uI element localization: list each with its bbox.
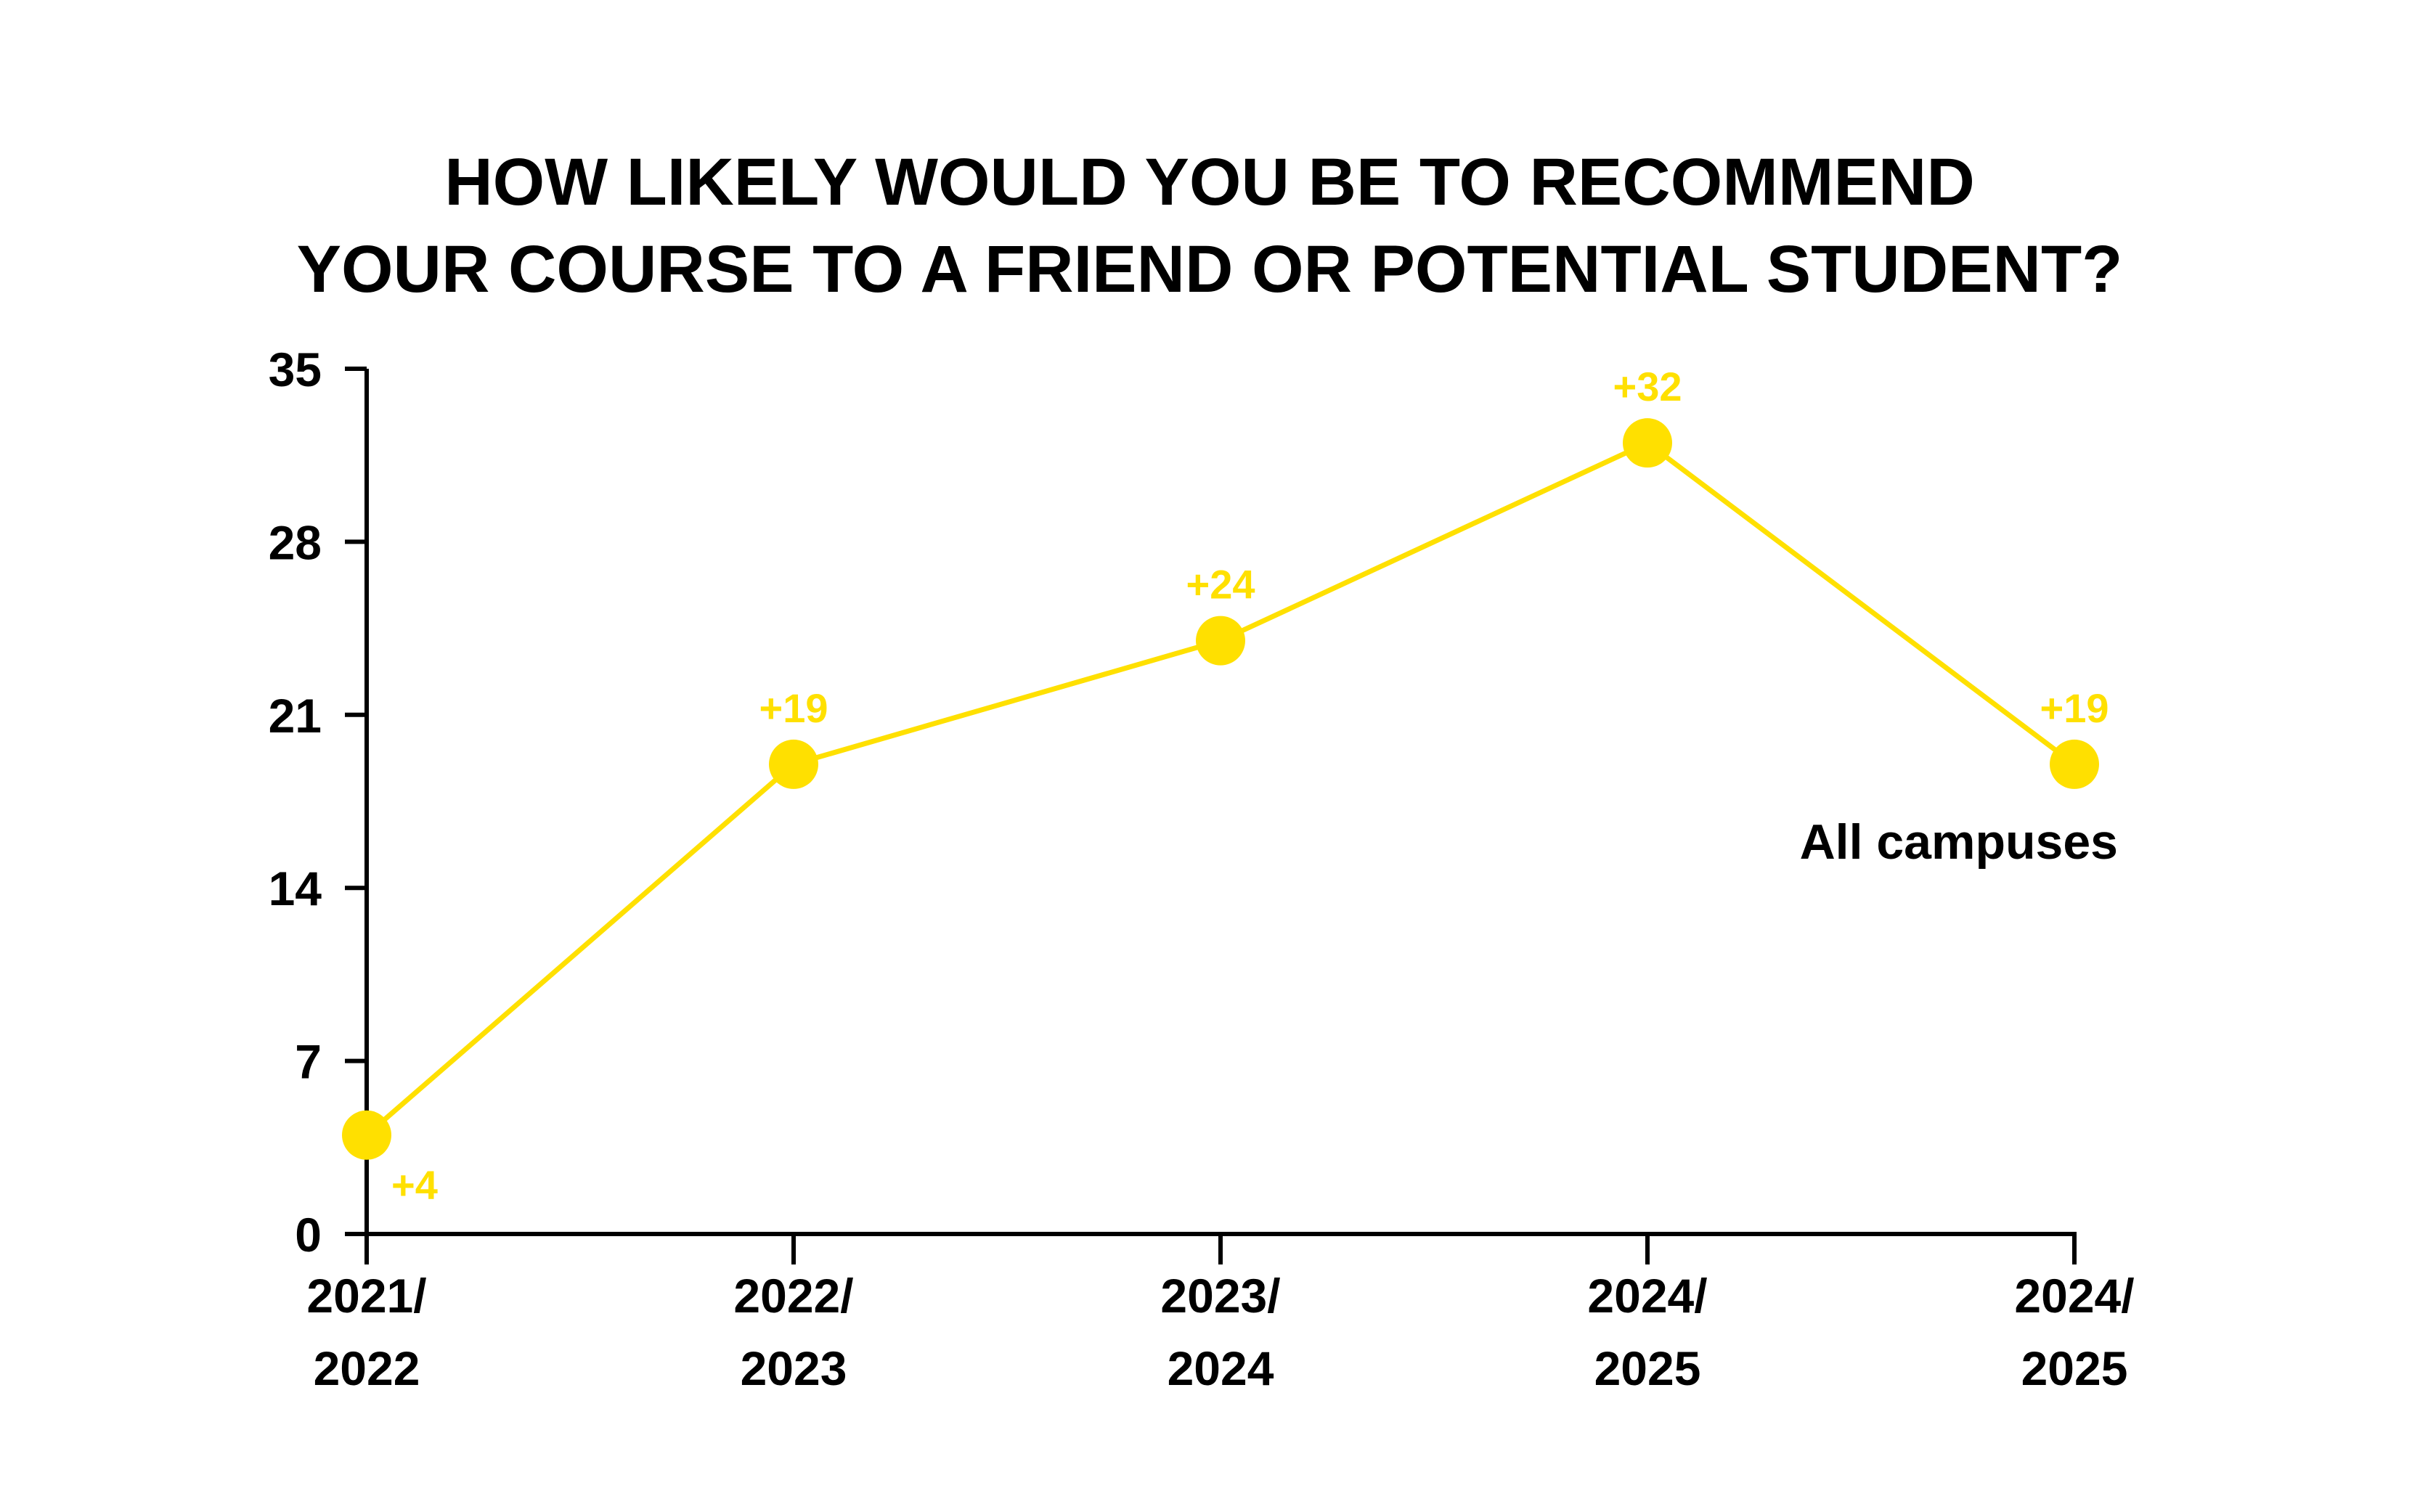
data-point (1196, 616, 1245, 666)
data-label: +32 (1613, 364, 1682, 409)
chart-title-line-2: YOUR COURSE TO A FRIEND OR POTENTIAL STU… (297, 232, 2123, 306)
y-axis-ticks: 0 7 14 21 28 35 (269, 343, 367, 1262)
x-axis-ticks: 2021/2022 2022/2023 2023/2024 2024/2025 2024… (306, 1234, 2135, 1395)
x-tick-label: 2022/ (733, 1269, 853, 1323)
x-tick-label: 2021/ (306, 1269, 426, 1323)
x-tick-label: 2023 (741, 1341, 847, 1395)
y-tick-label: 28 (269, 515, 322, 569)
y-tick-label: 7 (295, 1035, 322, 1089)
series-line (364, 440, 2077, 1138)
x-tick-label: 2023/ (1160, 1269, 1280, 1323)
data-label: +4 (391, 1162, 438, 1208)
x-tick-label: 2024/ (2014, 1269, 2134, 1323)
data-point (2050, 739, 2099, 789)
chart-title: HOW LIKELY WOULD YOU BE TO RECOMMEND YOU… (297, 145, 2123, 306)
y-tick-label: 21 (269, 689, 322, 743)
y-tick-label: 35 (269, 343, 322, 396)
x-tick-label: 2025 (1594, 1341, 1701, 1395)
x-tick-label: 2024/ (1587, 1269, 1707, 1323)
data-label: +19 (759, 685, 828, 731)
data-label: +19 (2040, 685, 2109, 731)
data-point (1623, 418, 1672, 468)
y-tick-label: 14 (269, 862, 322, 915)
data-point (342, 1110, 391, 1160)
chart-title-line-1: HOW LIKELY WOULD YOU BE TO RECOMMEND (444, 145, 1975, 219)
data-point (769, 739, 818, 789)
series-label-all-campuses: All campuses (1800, 814, 2118, 870)
x-tick-label: 2022 (314, 1341, 420, 1395)
y-tick-label: 0 (295, 1208, 322, 1262)
x-tick-label: 2024 (1168, 1341, 1274, 1395)
series-all-campuses: +4 +19 +24 +32 +19 (342, 364, 2109, 1208)
data-label: +24 (1186, 562, 1255, 608)
axes (364, 369, 2077, 1236)
x-tick-label: 2025 (2021, 1341, 2128, 1395)
